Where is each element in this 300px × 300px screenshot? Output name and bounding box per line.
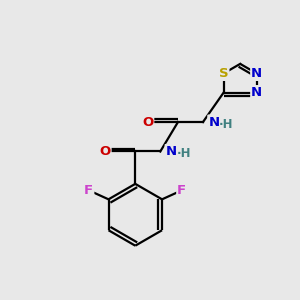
Text: N: N [166, 145, 177, 158]
Text: ·H: ·H [219, 118, 234, 131]
Text: S: S [219, 67, 228, 80]
Text: F: F [84, 184, 93, 197]
Text: F: F [177, 184, 186, 197]
Text: ·H: ·H [176, 147, 191, 160]
Text: O: O [142, 116, 153, 128]
Text: N: N [251, 86, 262, 99]
Text: O: O [99, 145, 111, 158]
Text: N: N [251, 67, 262, 80]
Text: N: N [208, 116, 219, 128]
